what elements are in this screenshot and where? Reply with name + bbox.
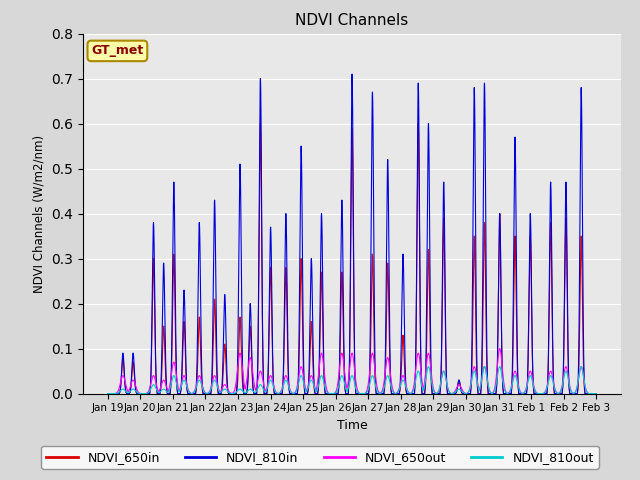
NDVI_810out (121, 387, 129, 393)
Line: NDVI_810out: NDVI_810out (108, 367, 596, 394)
NDVI_810in (593, 391, 600, 396)
NDVI_650out (477, 384, 484, 390)
NDVI_650in (104, 391, 111, 396)
NDVI_810in (104, 391, 111, 396)
Line: NDVI_650out: NDVI_650out (108, 348, 596, 394)
Title: NDVI Channels: NDVI Channels (296, 13, 408, 28)
NDVI_650out (496, 346, 504, 351)
NDVI_810in (402, 380, 410, 385)
NDVI_810out (292, 390, 300, 396)
NDVI_650in (292, 391, 300, 396)
NDVI_650in (477, 391, 484, 396)
NDVI_810in (477, 391, 484, 396)
Line: NDVI_810in: NDVI_810in (108, 74, 596, 394)
NDVI_650out (104, 391, 111, 396)
NDVI_810in (121, 376, 129, 382)
NDVI_650out (333, 383, 341, 389)
NDVI_810out (593, 391, 600, 396)
NDVI_650out (292, 389, 300, 395)
NDVI_810out (402, 383, 410, 389)
NDVI_650in (593, 391, 600, 396)
Y-axis label: NDVI Channels (W/m2/nm): NDVI Channels (W/m2/nm) (33, 134, 46, 293)
NDVI_650out (402, 381, 410, 386)
Text: GT_met: GT_met (92, 44, 143, 58)
Legend: NDVI_650in, NDVI_810in, NDVI_650out, NDVI_810out: NDVI_650in, NDVI_810in, NDVI_650out, NDV… (41, 446, 599, 469)
NDVI_650out (121, 377, 129, 383)
X-axis label: Time: Time (337, 419, 367, 432)
NDVI_650in (121, 378, 129, 384)
Line: NDVI_650in: NDVI_650in (108, 123, 596, 394)
NDVI_810in (388, 391, 396, 396)
NDVI_650in (388, 391, 396, 396)
NDVI_810out (388, 388, 396, 394)
NDVI_810in (333, 391, 341, 396)
NDVI_810out (333, 387, 341, 393)
NDVI_650out (593, 391, 600, 396)
NDVI_810out (104, 391, 111, 396)
NDVI_810out (477, 384, 484, 389)
NDVI_810in (292, 391, 300, 396)
NDVI_810in (348, 71, 356, 77)
NDVI_650in (402, 386, 410, 392)
NDVI_650in (257, 120, 264, 126)
NDVI_650in (333, 391, 341, 396)
NDVI_810out (424, 364, 432, 370)
NDVI_650out (388, 385, 396, 391)
